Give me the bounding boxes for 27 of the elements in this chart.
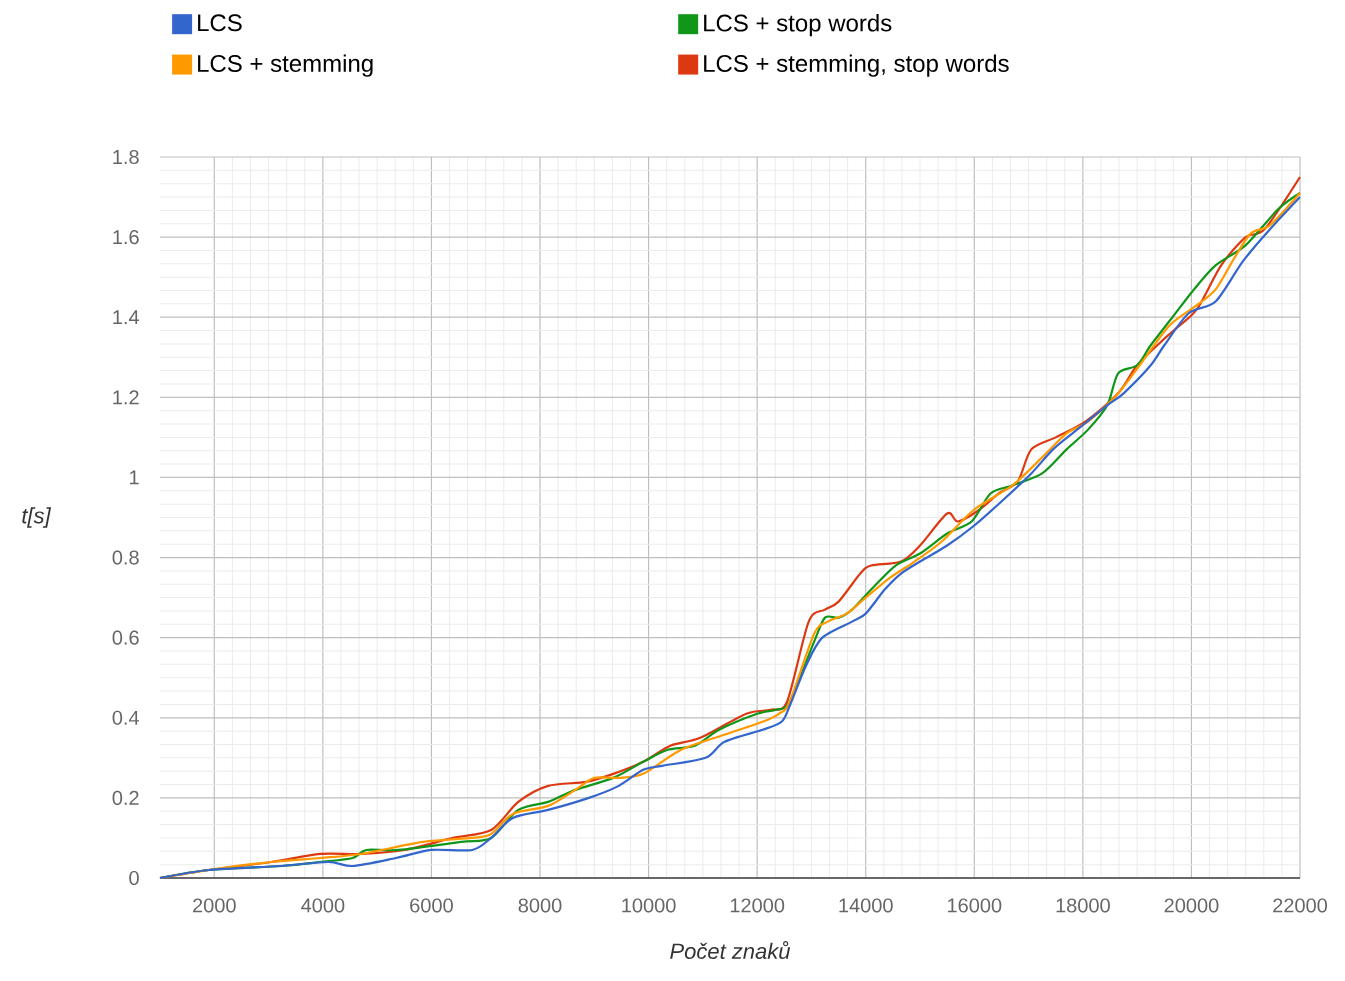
y-tick-label: 1.6 <box>113 230 139 245</box>
x-axis-title: Počet znaků <box>670 941 791 960</box>
legend-label: LCS + stemming, stop words <box>704 54 1009 77</box>
legend-label: LCS + stemming <box>198 54 373 77</box>
y-tick-label: 0.6 <box>112 630 139 645</box>
y-tick-label: 0.4 <box>112 710 140 725</box>
legend-label: LCS + stop words <box>704 13 892 37</box>
y-tick-label: 1.4 <box>113 310 140 325</box>
legend-label: LCS <box>198 14 242 32</box>
x-tick-label: 4000 <box>301 898 345 913</box>
x-tick-label: 12000 <box>730 898 785 913</box>
x-tick-label: 20000 <box>1164 898 1219 913</box>
x-tick-label: 8000 <box>518 898 562 913</box>
y-tick-label: 0.8 <box>112 550 139 565</box>
y-tick-label: 1 <box>130 470 139 485</box>
x-tick-label: 16000 <box>948 898 1002 913</box>
y-tick-label: 1.8 <box>113 149 139 165</box>
y-axis-title: t[s] <box>22 507 52 528</box>
x-tick-label: 2000 <box>193 898 236 913</box>
x-tick-label: 10000 <box>622 898 676 913</box>
y-tick-label: 0 <box>129 870 139 886</box>
x-tick-label: 18000 <box>1056 898 1110 913</box>
x-tick-label: 22000 <box>1273 898 1328 913</box>
y-tick-label: 0.2 <box>112 790 139 805</box>
y-tick-label: 1.2 <box>113 390 139 405</box>
x-tick-label: 6000 <box>410 898 453 913</box>
x-tick-label: 14000 <box>839 898 893 913</box>
